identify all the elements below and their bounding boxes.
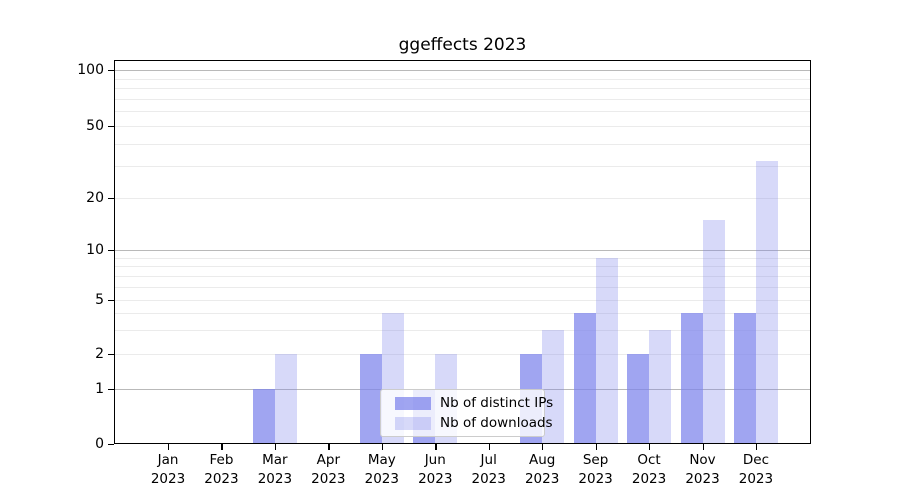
y-gridline-minor xyxy=(114,286,811,288)
y-tick-label: 10 xyxy=(86,242,104,258)
y-tick-label: 5 xyxy=(95,292,104,308)
y-gridline-minor xyxy=(114,275,811,277)
bar-downloads xyxy=(755,161,778,444)
y-gridline-major xyxy=(114,250,811,251)
y-tick-label: 20 xyxy=(86,190,104,206)
x-tick-label: Jul 2023 xyxy=(471,452,506,487)
x-tick-label: Dec 2023 xyxy=(738,452,774,487)
x-tick-mark xyxy=(328,444,330,450)
y-gridline-minor xyxy=(114,166,811,168)
bar-distinct-ips xyxy=(573,313,596,444)
y-gridline-minor xyxy=(114,266,811,268)
y-tick-mark xyxy=(108,444,114,446)
x-tick-mark xyxy=(595,444,597,450)
y-tick-mark xyxy=(108,300,114,302)
bar-distinct-ips xyxy=(733,313,756,444)
y-tick-label: 2 xyxy=(95,346,104,362)
y-tick-mark xyxy=(108,126,114,128)
bar-distinct-ips xyxy=(359,354,382,444)
y-gridline-major xyxy=(114,70,811,71)
x-tick-mark xyxy=(649,444,651,450)
x-tick-label: Jan 2023 xyxy=(150,452,186,487)
y-gridline-minor xyxy=(114,313,811,315)
y-gridline-minor xyxy=(114,78,811,80)
legend-swatch-distinct-ips xyxy=(395,396,431,410)
legend-swatch-downloads xyxy=(395,416,431,430)
legend-label-distinct-ips: Nb of distinct IPs xyxy=(440,395,554,411)
bar-distinct-ips xyxy=(627,354,650,444)
x-tick-label: Mar 2023 xyxy=(257,452,293,487)
y-tick-mark xyxy=(108,70,114,72)
x-tick-mark xyxy=(381,444,384,450)
bar-downloads xyxy=(649,330,672,444)
x-tick-mark xyxy=(274,444,277,450)
x-tick-mark xyxy=(755,444,758,450)
y-gridline-minor xyxy=(114,300,811,301)
x-tick-label: May 2023 xyxy=(364,452,399,487)
legend-item-downloads: Nb of downloads xyxy=(395,413,553,433)
x-tick-mark xyxy=(168,444,170,450)
y-tick-mark xyxy=(108,388,114,390)
x-tick-label: Aug 2023 xyxy=(524,452,560,487)
x-tick-label: Apr 2023 xyxy=(311,452,346,487)
x-tick-mark xyxy=(542,444,544,450)
y-tick-mark xyxy=(108,250,114,252)
x-tick-label: Nov 2023 xyxy=(685,452,720,487)
y-tick-mark xyxy=(108,198,114,200)
bar-downloads xyxy=(542,330,565,444)
x-tick-mark xyxy=(435,444,437,450)
bar-distinct-ips xyxy=(680,313,703,444)
y-gridline-minor xyxy=(114,198,811,199)
y-gridline-minor xyxy=(114,126,811,127)
x-tick-label: Jun 2023 xyxy=(418,452,453,487)
y-gridline-minor xyxy=(114,143,811,145)
y-tick-mark xyxy=(108,354,114,356)
bar-downloads xyxy=(702,219,725,444)
legend: Nb of distinct IPs Nb of downloads xyxy=(380,389,553,437)
y-gridline-minor xyxy=(114,330,811,332)
y-gridline-minor xyxy=(114,111,811,113)
y-tick-label: 100 xyxy=(77,62,104,78)
y-gridline-minor xyxy=(114,88,811,90)
y-gridline-minor xyxy=(114,257,811,259)
y-tick-label: 1 xyxy=(95,380,104,397)
chart-title: ggeffects 2023 xyxy=(398,35,527,55)
x-tick-mark xyxy=(488,444,490,450)
bar-downloads xyxy=(595,257,618,444)
y-gridline-minor xyxy=(114,98,811,100)
plot-area: Nb of distinct IPs Nb of downloads xyxy=(114,60,811,444)
bar-downloads xyxy=(274,354,297,444)
x-tick-mark xyxy=(221,444,223,450)
x-tick-label: Sep 2023 xyxy=(578,452,613,487)
legend-label-downloads: Nb of downloads xyxy=(440,415,553,431)
bar-distinct-ips xyxy=(252,388,275,444)
legend-item-distinct-ips: Nb of distinct IPs xyxy=(395,393,553,413)
y-tick-label: 0 xyxy=(95,436,104,452)
y-tick-label: 50 xyxy=(86,118,104,134)
y-gridline-minor xyxy=(114,354,811,355)
x-tick-label: Feb 2023 xyxy=(204,452,239,487)
x-tick-mark xyxy=(702,444,704,450)
x-tick-label: Oct 2023 xyxy=(631,452,667,487)
